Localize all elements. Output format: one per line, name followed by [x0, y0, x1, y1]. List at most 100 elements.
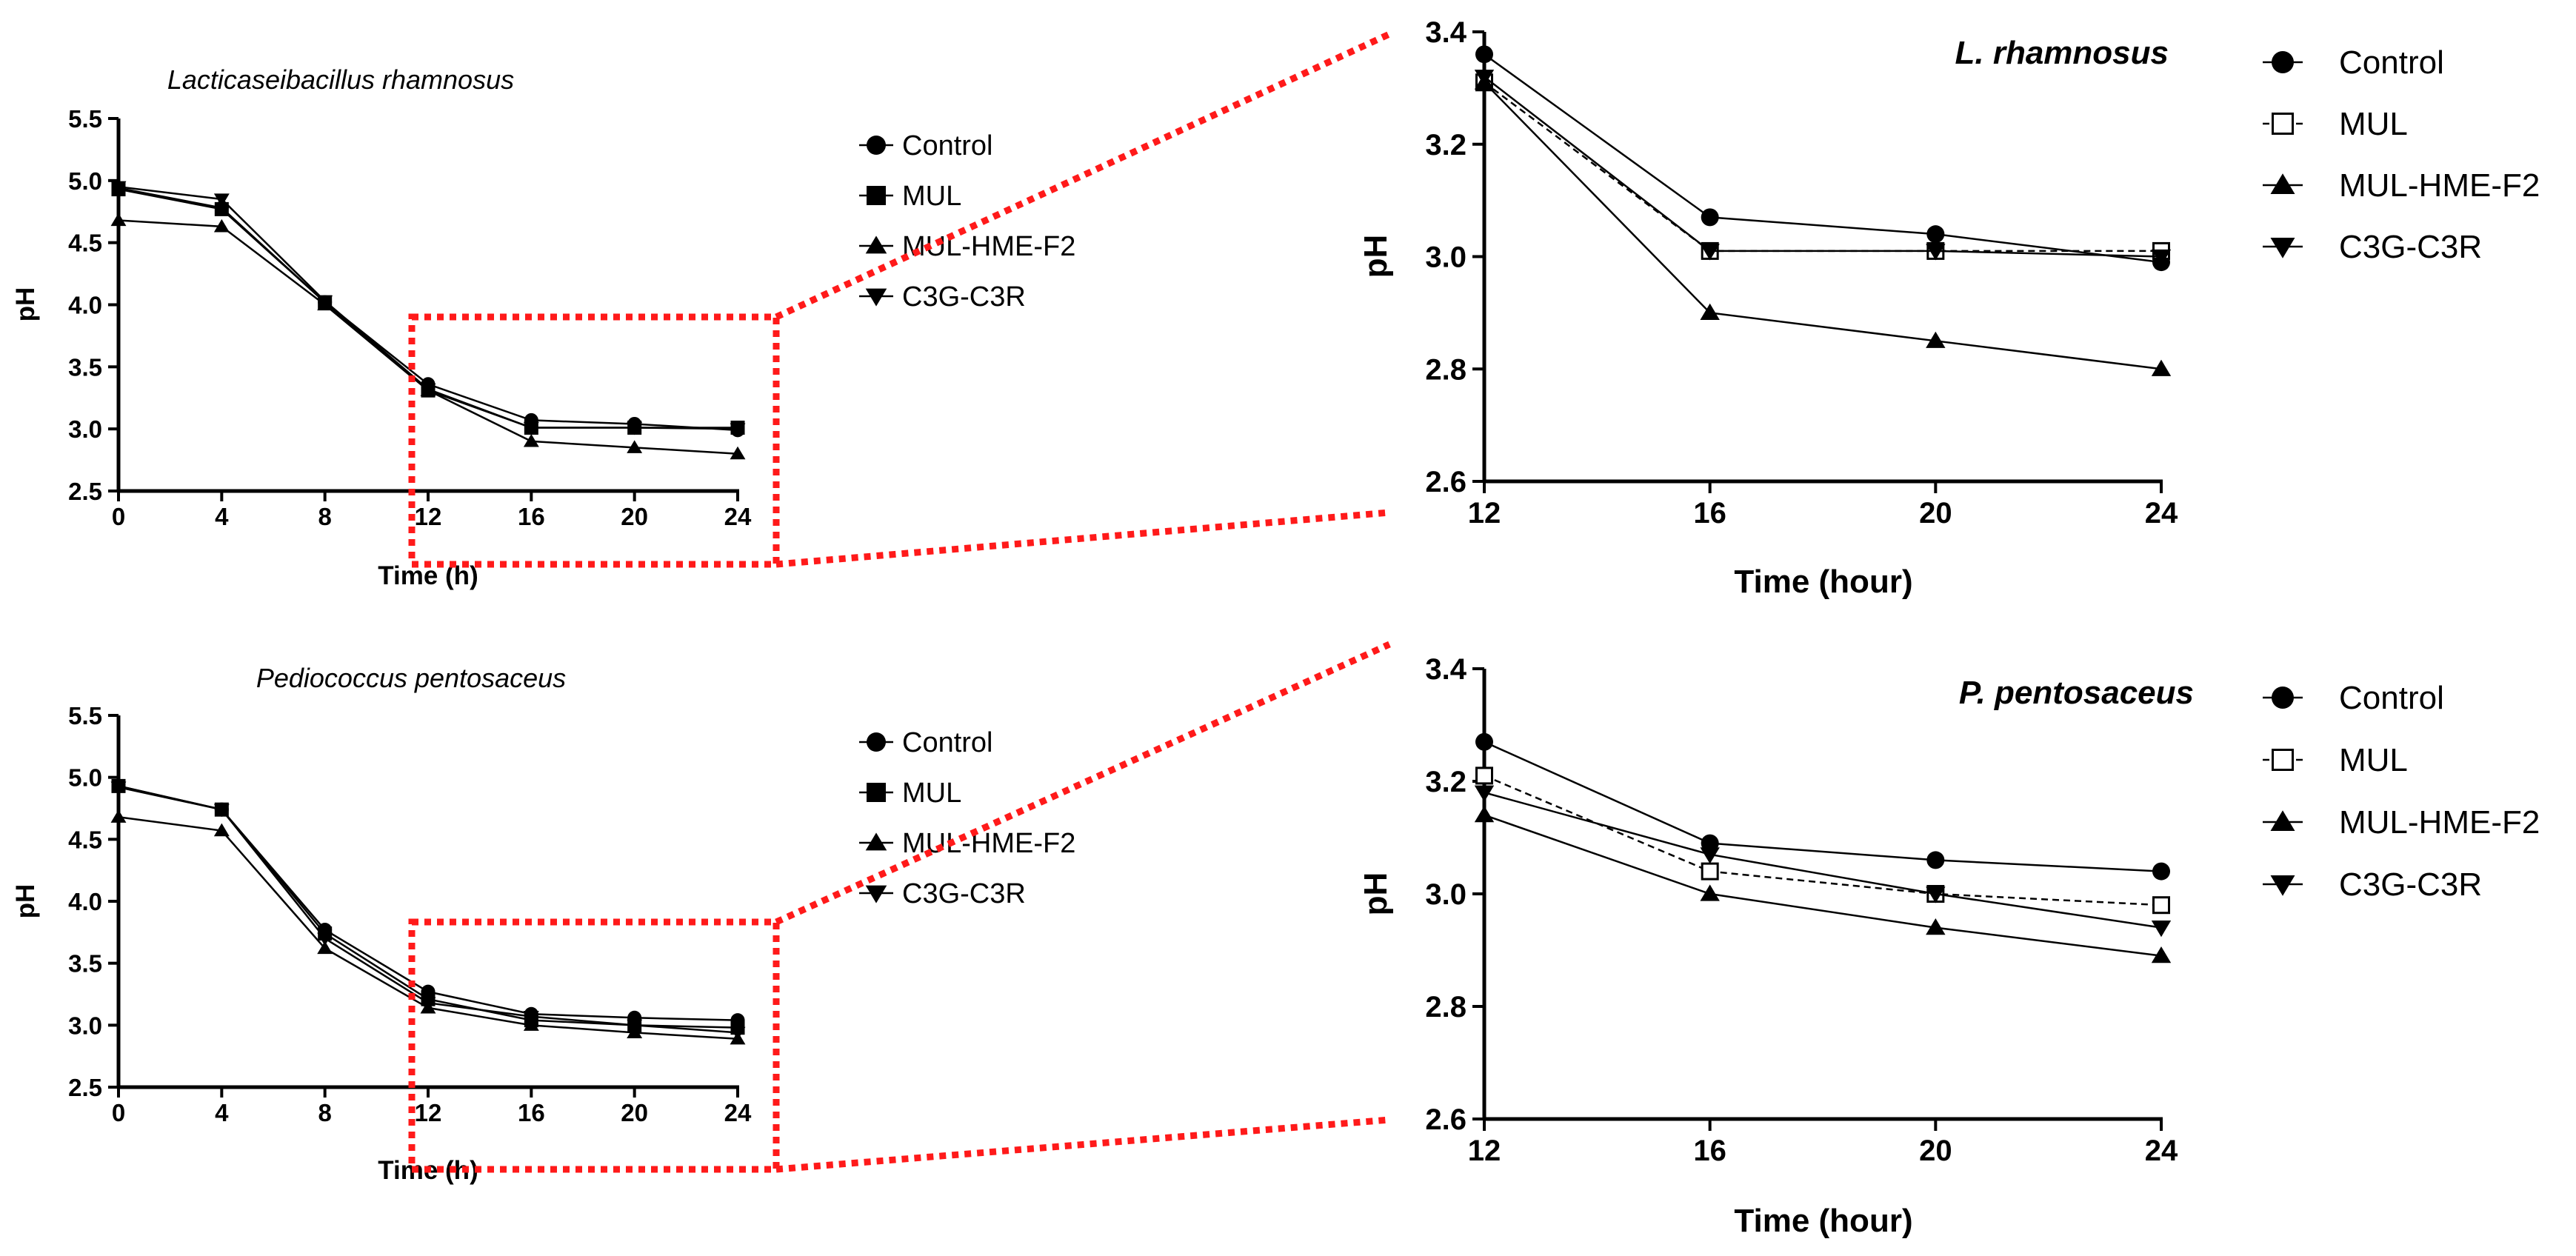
data-point-c3g-c3r — [213, 193, 230, 207]
series-line-control — [1484, 741, 2162, 872]
data-point-mul — [1701, 862, 1719, 881]
x-tick-label: 16 — [518, 503, 545, 530]
legend-marker-control — [2272, 687, 2294, 709]
zoom-indicator-pp — [408, 641, 1391, 1173]
data-point-c3g-c3r — [627, 1019, 643, 1033]
data-point-mul-hme-f2 — [627, 440, 643, 453]
y-tick-label: 4.0 — [68, 292, 102, 319]
x-tick-label: 12 — [1468, 1135, 1501, 1167]
y-axis-title: pH — [11, 287, 40, 322]
data-point-c3g-c3r — [317, 295, 333, 309]
x-tick-label: 20 — [1919, 497, 1952, 530]
zoom-indicator-lr — [408, 30, 1391, 568]
data-point-mul-hme-f2 — [110, 809, 127, 823]
data-point-mul-hme-f2 — [523, 433, 539, 447]
x-axis-title: Time (hour) — [1734, 564, 1912, 600]
y-tick-label: 5.0 — [68, 167, 102, 195]
legend-marker-control — [867, 136, 886, 155]
legend-label: MUL — [2339, 742, 2408, 778]
zoom-box — [408, 313, 780, 568]
data-point-c3g-c3r — [317, 932, 333, 946]
y-axis-title: pH — [1358, 235, 1394, 278]
y-tick-label: 2.8 — [1425, 353, 1466, 386]
data-point-c3g-c3r — [523, 421, 539, 435]
x-tick-label: 0 — [112, 1099, 125, 1126]
data-point-c3g-c3r — [1926, 886, 1946, 903]
legend-label: MUL-HME-F2 — [2339, 167, 2540, 204]
legend-label: C3G-C3R — [902, 878, 1026, 909]
x-tick-label: 8 — [318, 1099, 331, 1126]
legend-marker-c3g-c3r — [865, 885, 887, 903]
x-tick-label: 8 — [318, 503, 331, 530]
data-point-control — [1475, 732, 1493, 751]
data-point-c3g-c3r — [730, 1026, 746, 1040]
x-tick-label: 4 — [215, 1099, 229, 1126]
data-point-c3g-c3r — [2151, 249, 2172, 267]
data-point-c3g-c3r — [627, 421, 643, 435]
y-axis-title: pH — [1358, 872, 1394, 916]
x-tick-label: 24 — [2145, 1135, 2178, 1167]
data-point-mul-hme-f2 — [2151, 359, 2172, 376]
y-tick-label: 3.0 — [68, 1012, 102, 1039]
data-point-mul-hme-f2 — [1926, 331, 1946, 348]
x-tick-label: 16 — [1693, 1135, 1726, 1167]
data-point-control — [2152, 862, 2170, 881]
y-tick-label: 4.5 — [68, 230, 102, 257]
y-tick-label: 3.5 — [68, 950, 102, 978]
data-point-mul-hme-f2 — [213, 218, 230, 233]
legend-marker-control — [2272, 51, 2294, 73]
data-point-mul-hme-f2 — [213, 823, 230, 837]
data-point-c3g-c3r — [110, 181, 127, 195]
y-tick-label: 3.0 — [1425, 241, 1466, 274]
data-point-control — [1475, 45, 1493, 64]
series-line-control — [1484, 53, 2162, 264]
x-tick-label: 16 — [1693, 497, 1726, 530]
y-tick-label: 3.0 — [1425, 878, 1466, 911]
legend-marker-c3g-c3r — [865, 288, 887, 307]
legend-label: MUL-HME-F2 — [2339, 804, 2540, 841]
x-tick-label: 16 — [518, 1099, 545, 1126]
data-point-c3g-c3r — [1700, 847, 1720, 864]
data-point-c3g-c3r — [1926, 244, 1946, 261]
data-point-c3g-c3r — [1474, 70, 1495, 87]
data-point-control — [1926, 851, 1945, 869]
x-tick-label: 20 — [621, 503, 648, 530]
y-tick-label: 2.6 — [1425, 1103, 1466, 1136]
y-tick-label: 3.5 — [68, 353, 102, 381]
data-point-mul-hme-f2 — [1700, 884, 1720, 901]
x-tick-label: 24 — [724, 503, 752, 530]
zoom-connector — [775, 1116, 1390, 1173]
y-tick-label: 3.4 — [1425, 653, 1466, 686]
series-line-mul-hme-f2 — [118, 219, 738, 455]
y-tick-label: 2.8 — [1425, 991, 1466, 1023]
chart-lr-zoom: 12 16 20 24 2.6 2.8 3.0 3.2 3.4 Time (hour) pH L. r… — [1358, 16, 2540, 600]
data-point-c3g-c3r — [110, 781, 127, 795]
chart-title: Lacticaseibacillus rhamnosus — [167, 64, 514, 95]
legend-marker-c3g-c3r — [2270, 238, 2295, 258]
legend-marker-mul-hme-f2 — [2270, 173, 2295, 194]
legend-marker-mul — [867, 186, 886, 205]
data-point-mul-hme-f2 — [523, 1018, 539, 1031]
data-point-c3g-c3r — [1700, 244, 1720, 261]
data-point-control — [1926, 225, 1945, 244]
chart-title: L. rhamnosus — [1955, 35, 2169, 71]
x-axis-title: Time (hour) — [1734, 1203, 1912, 1239]
data-point-mul-hme-f2 — [110, 213, 127, 227]
legend-marker-mul-hme-f2 — [865, 832, 887, 851]
x-tick-label: 20 — [1919, 1135, 1952, 1167]
y-tick-label: 5.5 — [68, 105, 102, 133]
y-axis-title: pH — [11, 884, 40, 919]
zoom-box — [408, 918, 780, 1173]
y-tick-label: 3.2 — [1425, 129, 1466, 161]
y-tick-label: 2.5 — [68, 1074, 102, 1101]
data-point-c3g-c3r — [1474, 785, 1495, 802]
data-point-mul-hme-f2 — [2151, 946, 2172, 963]
chart-pp-zoom: 12 16 20 24 2.6 2.8 3.0 3.2 3.4 Time (hour) pH P. p… — [1358, 653, 2540, 1239]
series-line-mul-hme-f2 — [1484, 814, 2162, 957]
legend-label: Control — [902, 727, 993, 758]
data-point-c3g-c3r — [420, 997, 436, 1011]
series-line-mul — [1484, 775, 2162, 906]
zoom-connector — [775, 30, 1391, 321]
y-tick-label: 3.0 — [68, 415, 102, 443]
